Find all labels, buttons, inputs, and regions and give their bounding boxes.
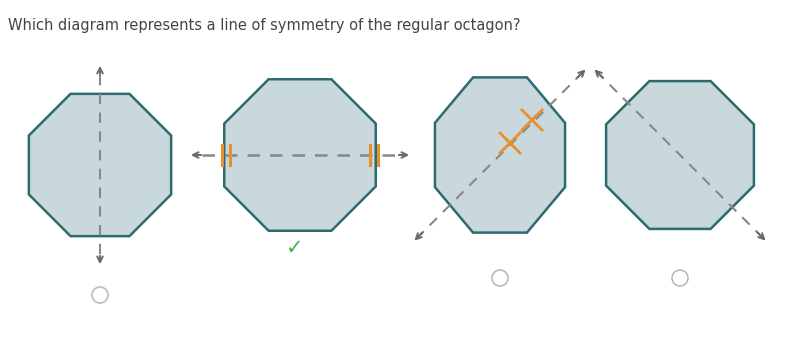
Polygon shape: [29, 94, 171, 236]
Polygon shape: [435, 78, 565, 233]
Text: ✓: ✓: [287, 238, 304, 258]
Text: Which diagram represents a line of symmetry of the regular octagon?: Which diagram represents a line of symme…: [8, 18, 520, 33]
Polygon shape: [225, 79, 376, 231]
Polygon shape: [606, 81, 754, 229]
